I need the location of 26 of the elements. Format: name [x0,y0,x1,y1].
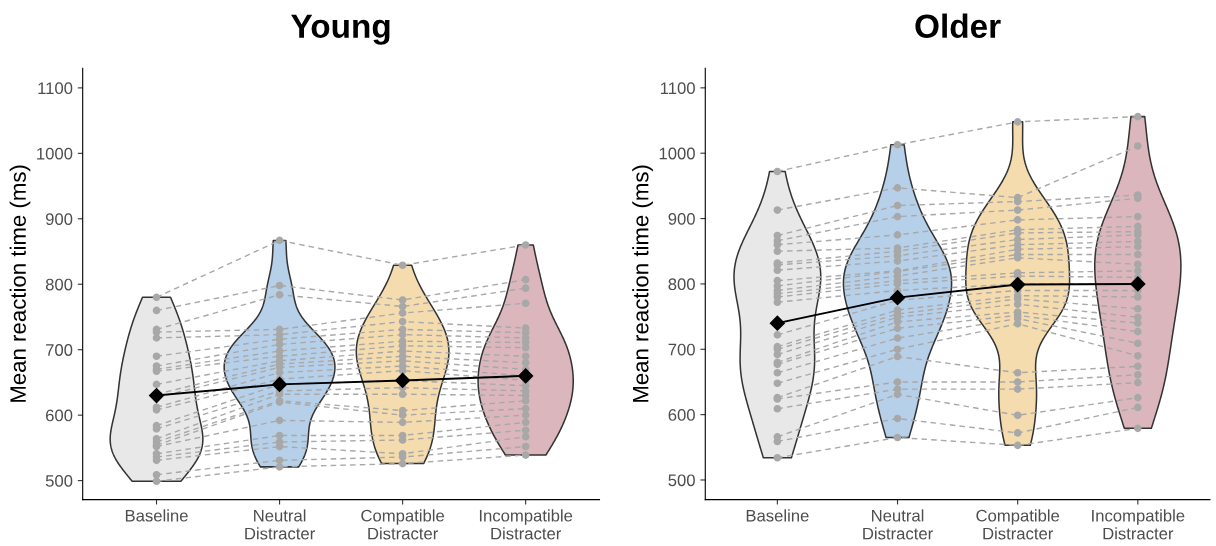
y-tick-label: 700 [46,344,73,356]
y-tick-label: 1100 [660,82,695,95]
x-tick-label: Baseline [746,509,809,522]
chart-title: Young [291,14,390,45]
chart-title: Older [915,13,1001,39]
y-tick-label: 1100 [38,82,73,95]
y-tick-label: 600 [46,409,73,422]
x-tick-label: Baseline [125,509,188,522]
y-axis-title: Mean reaction time (ms) [9,165,31,402]
y-tick-label: 1000 [659,147,695,160]
y-tick-label: 800 [668,278,695,291]
y-tick-label: 700 [668,343,695,356]
y-tick-label: 1000 [37,147,73,160]
x-tick-label: Compatible Distracter [361,509,445,540]
y-tick-label: 900 [45,213,73,225]
x-tick-label: Incompatible Distracter [1092,509,1185,540]
x-tick-label: Neutral Distracter [863,509,933,540]
y-tick-label: 500 [668,474,695,487]
x-tick-label: Incompatible Distracter [479,509,573,540]
y-tick-label: 900 [668,212,695,225]
y-tick-label: 500 [45,475,73,487]
y-tick-label: 800 [45,278,73,291]
y-axis-title: Mean reaction time (ms) [632,165,653,402]
x-tick-label: Neutral Distracter [245,509,315,540]
x-tick-label: Compatible Distracter [976,509,1060,540]
y-tick-label: 600 [668,409,695,421]
